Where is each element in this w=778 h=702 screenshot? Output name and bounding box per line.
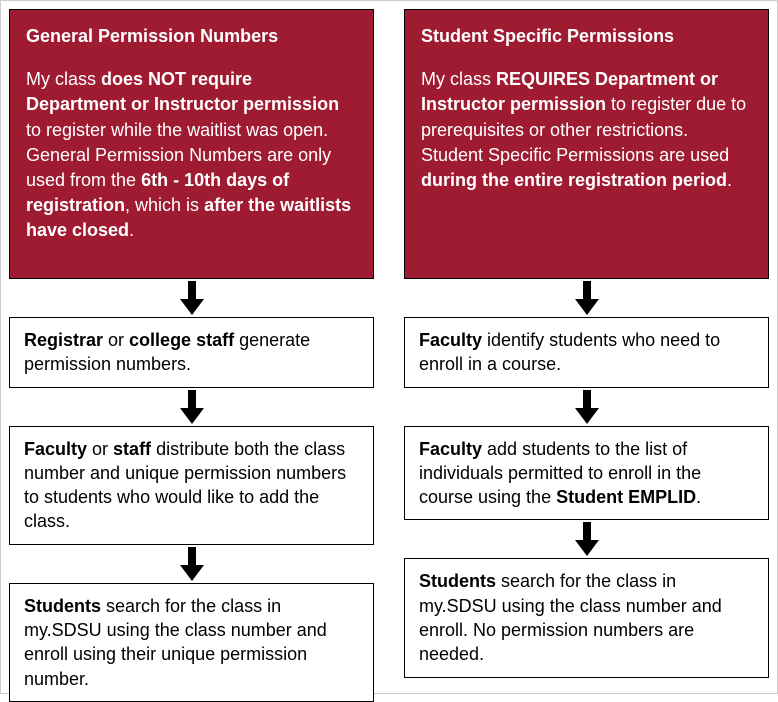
- left-step-2: Faculty or staff distribute both the cla…: [9, 426, 374, 545]
- left-step-3: Students search for the class in my.SDSU…: [9, 583, 374, 702]
- left-header-box: General Permission Numbers My class does…: [9, 9, 374, 279]
- arrow-down-icon: [575, 390, 599, 424]
- arrow-down-icon: [180, 390, 204, 424]
- right-step-3: Students search for the class in my.SDSU…: [404, 558, 769, 677]
- arrow-down-icon: [575, 522, 599, 556]
- left-step-1: Registrar or college staff generate perm…: [9, 317, 374, 388]
- right-step-1: Faculty identify students who need to en…: [404, 317, 769, 388]
- right-step-2: Faculty add students to the list of indi…: [404, 426, 769, 521]
- right-header-body: My class REQUIRES Department or Instruct…: [421, 69, 746, 190]
- left-header-title: General Permission Numbers: [26, 24, 357, 49]
- right-column: Student Specific Permissions My class RE…: [404, 9, 769, 685]
- left-header-body: My class does NOT require Department or …: [26, 69, 351, 240]
- right-header-title: Student Specific Permissions: [421, 24, 752, 49]
- left-column: General Permission Numbers My class does…: [9, 9, 374, 685]
- arrow-down-icon: [180, 281, 204, 315]
- arrow-down-icon: [575, 281, 599, 315]
- arrow-down-icon: [180, 547, 204, 581]
- right-header-box: Student Specific Permissions My class RE…: [404, 9, 769, 279]
